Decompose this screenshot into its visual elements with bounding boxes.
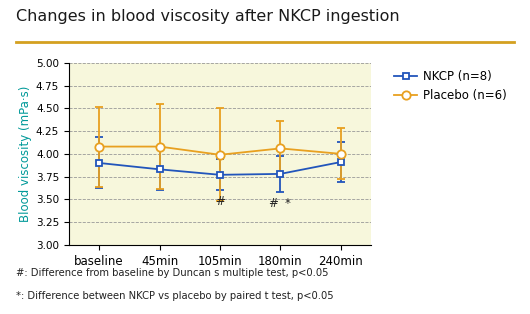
Text: *: * — [285, 197, 290, 210]
Y-axis label: Blood viscosity (mPa·s): Blood viscosity (mPa·s) — [19, 86, 32, 222]
Legend: NKCP (n=8), Placebo (n=6): NKCP (n=8), Placebo (n=6) — [389, 65, 511, 106]
Text: Changes in blood viscosity after NKCP ingestion: Changes in blood viscosity after NKCP in… — [16, 9, 400, 24]
Text: *: Difference between NKCP vs placebo by paired t test, p<0.05: *: Difference between NKCP vs placebo by… — [16, 291, 333, 301]
Text: #: # — [215, 195, 225, 208]
Text: #: # — [268, 197, 278, 210]
Text: #: Difference from baseline by Duncan s multiple test, p<0.05: #: Difference from baseline by Duncan s … — [16, 268, 329, 278]
